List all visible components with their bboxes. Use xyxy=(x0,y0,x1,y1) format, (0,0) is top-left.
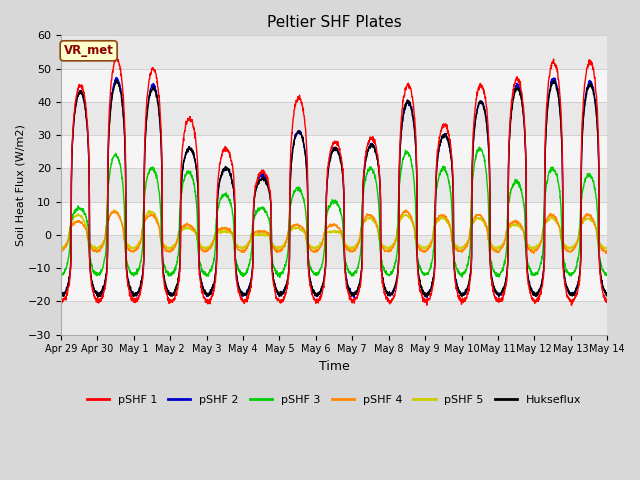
Bar xyxy=(61,135,607,168)
Line: pSHF 2: pSHF 2 xyxy=(61,67,640,298)
pSHF 4 xyxy=(57,249,65,254)
Bar xyxy=(61,268,607,301)
pSHF 2 xyxy=(57,291,65,297)
Bar xyxy=(61,301,607,335)
pSHF 3 xyxy=(529,271,536,277)
pSHF 4 xyxy=(561,246,569,252)
pSHF 5 xyxy=(110,207,118,213)
Title: Peltier SHF Plates: Peltier SHF Plates xyxy=(267,15,401,30)
pSHF 4 xyxy=(632,240,639,246)
pSHF 5 xyxy=(385,247,392,252)
Line: Hukseflux: Hukseflux xyxy=(61,72,640,297)
Bar xyxy=(61,202,607,235)
Legend: pSHF 1, pSHF 2, pSHF 3, pSHF 4, pSHF 5, Hukseflux: pSHF 1, pSHF 2, pSHF 3, pSHF 4, pSHF 5, … xyxy=(82,391,586,410)
Hukseflux xyxy=(57,292,65,298)
Bar xyxy=(61,69,607,102)
pSHF 4 xyxy=(403,207,410,213)
X-axis label: Time: Time xyxy=(319,360,349,373)
Hukseflux xyxy=(561,277,569,283)
Hukseflux xyxy=(388,292,396,298)
pSHF 5 xyxy=(241,244,249,250)
Hukseflux xyxy=(632,253,639,259)
pSHF 3 xyxy=(276,275,284,280)
pSHF 3 xyxy=(632,254,639,260)
pSHF 5 xyxy=(529,245,536,251)
Line: pSHF 3: pSHF 3 xyxy=(61,147,640,277)
pSHF 3 xyxy=(388,269,396,275)
pSHF 5 xyxy=(116,214,124,219)
Hukseflux xyxy=(116,84,124,89)
pSHF 1 xyxy=(388,298,396,304)
pSHF 5 xyxy=(561,244,569,250)
pSHF 2 xyxy=(115,81,123,86)
pSHF 1 xyxy=(115,62,123,68)
Text: VR_met: VR_met xyxy=(64,44,114,57)
Bar xyxy=(61,36,607,69)
Bar xyxy=(61,168,607,202)
pSHF 4 xyxy=(388,247,396,253)
Hukseflux xyxy=(528,289,536,295)
Line: pSHF 5: pSHF 5 xyxy=(61,210,640,250)
Bar xyxy=(61,235,607,268)
pSHF 1 xyxy=(528,295,536,301)
pSHF 1 xyxy=(568,302,575,308)
pSHF 1 xyxy=(57,296,65,301)
pSHF 5 xyxy=(632,239,639,245)
pSHF 5 xyxy=(57,246,65,252)
Hukseflux xyxy=(622,69,630,74)
pSHF 4 xyxy=(115,213,123,219)
pSHF 2 xyxy=(528,288,536,294)
pSHF 3 xyxy=(561,264,569,269)
pSHF 4 xyxy=(530,251,538,256)
pSHF 2 xyxy=(561,276,569,281)
pSHF 1 xyxy=(241,297,249,302)
pSHF 3 xyxy=(241,271,249,277)
Line: pSHF 1: pSHF 1 xyxy=(61,50,640,305)
Y-axis label: Soil Heat Flux (W/m2): Soil Heat Flux (W/m2) xyxy=(15,124,25,246)
pSHF 1 xyxy=(561,281,568,287)
pSHF 5 xyxy=(388,244,396,250)
pSHF 2 xyxy=(424,295,431,301)
pSHF 2 xyxy=(241,291,249,297)
pSHF 4 xyxy=(528,250,536,255)
Bar xyxy=(61,102,607,135)
pSHF 2 xyxy=(623,64,630,70)
pSHF 3 xyxy=(115,157,123,163)
Hukseflux xyxy=(94,294,102,300)
pSHF 3 xyxy=(476,144,483,150)
pSHF 1 xyxy=(632,255,639,261)
pSHF 4 xyxy=(241,247,249,253)
pSHF 3 xyxy=(57,271,65,276)
Hukseflux xyxy=(241,291,249,297)
pSHF 1 xyxy=(622,48,630,53)
pSHF 2 xyxy=(632,252,639,258)
Line: pSHF 4: pSHF 4 xyxy=(61,210,640,253)
pSHF 2 xyxy=(388,291,396,297)
